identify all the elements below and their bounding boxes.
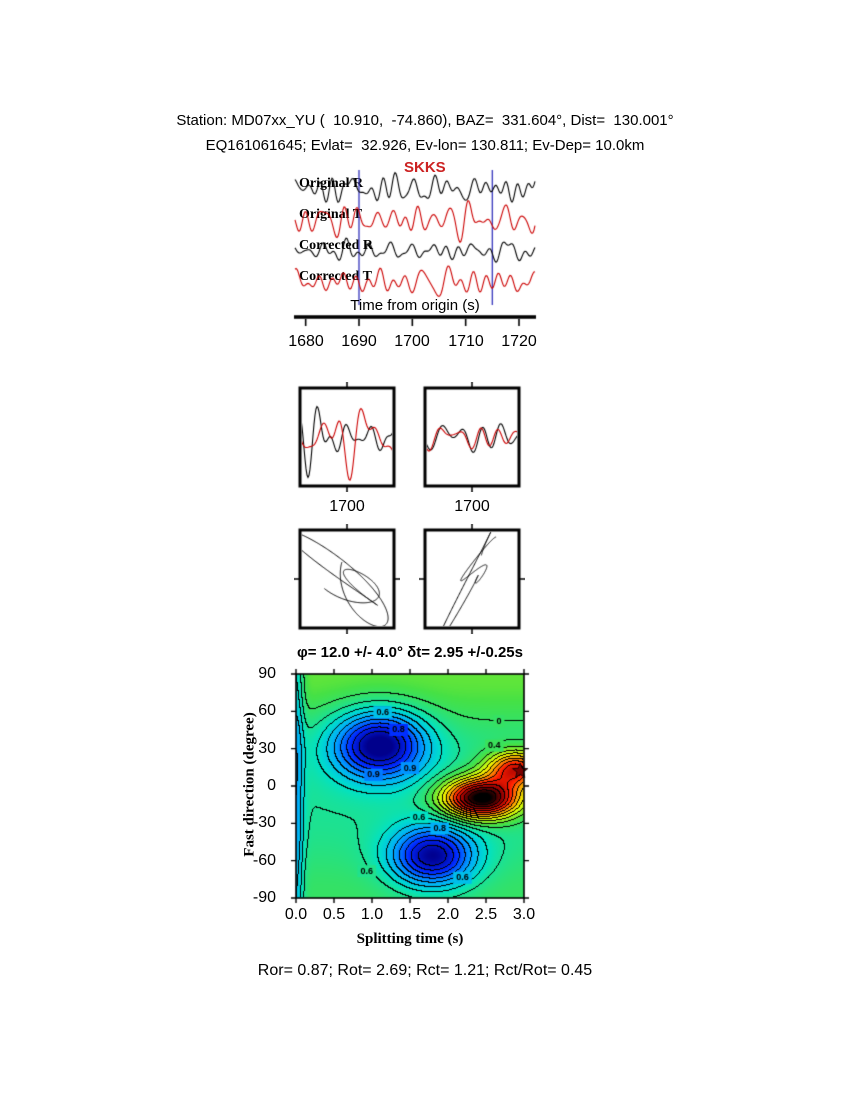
xtick-30: 3.0 (512, 906, 536, 923)
ytick-60: 60 (258, 702, 276, 719)
time-tick-1690: 1690 (341, 333, 377, 350)
ytick-m60: -60 (252, 852, 276, 869)
xtick-20: 2.0 (436, 906, 460, 923)
contour-xlabel: Splitting time (s) (356, 931, 464, 947)
station-header: Station: MD07xx_YU ( 10.910, -74.860), B… (176, 112, 674, 129)
contour-title: φ= 12.0 +/- 4.0° δt= 2.95 +/-0.25s (297, 644, 523, 661)
result-stats: Ror= 0.87; Rot= 2.69; Rct= 1.21; Rct/Rot… (257, 962, 593, 979)
xtick-10: 1.0 (360, 906, 384, 923)
zoom-left-tick-label: 1700 (329, 498, 365, 515)
zoom-right-tick-label: 1700 (454, 498, 490, 515)
zoom-waveform-original-canvas (294, 382, 400, 492)
time-tick-1680: 1680 (288, 333, 324, 350)
particle-motion-corrected-canvas (419, 524, 525, 634)
xtick-05: 0.5 (322, 906, 346, 923)
xtick-15: 1.5 (398, 906, 422, 923)
event-header: EQ161061645; Evlat= 32.926, Ev-lon= 130.… (205, 137, 645, 154)
ytick-m30: -30 (252, 814, 276, 831)
xtick-0: 0.0 (284, 906, 308, 923)
time-tick-1720: 1720 (501, 333, 537, 350)
ytick-30: 30 (258, 740, 276, 757)
time-tick-1700: 1700 (394, 333, 430, 350)
particle-motion-original-canvas (294, 524, 400, 634)
time-axis-label: Time from origin (s) (350, 297, 480, 314)
time-tick-1710: 1710 (448, 333, 484, 350)
ytick-m90: -90 (252, 889, 276, 906)
xtick-25: 2.5 (474, 906, 498, 923)
ytick-90: 90 (258, 665, 276, 682)
waveform-traces-canvas (290, 165, 540, 330)
ytick-0: 0 (267, 777, 276, 794)
zoom-waveform-corrected-canvas (419, 382, 525, 492)
misfit-contour-canvas (280, 666, 534, 906)
